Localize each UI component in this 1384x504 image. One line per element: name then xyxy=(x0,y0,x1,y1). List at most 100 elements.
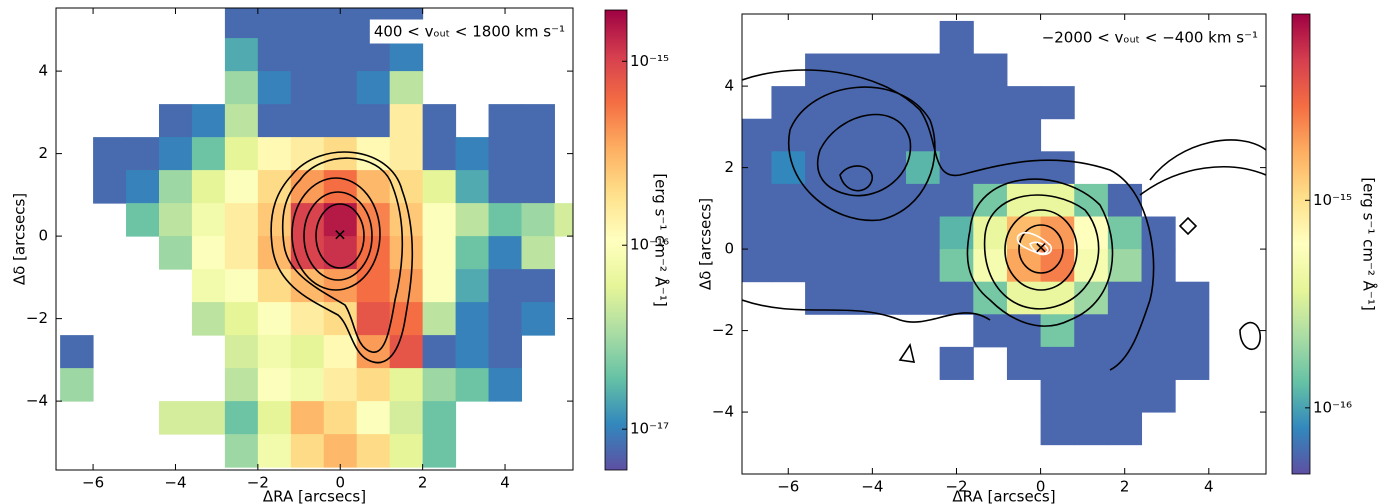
heatmap-cell xyxy=(1040,281,1075,315)
heatmap-cell xyxy=(356,170,391,204)
heatmap-cell xyxy=(389,137,424,171)
heatmap-cell xyxy=(455,368,490,402)
heatmap-cell xyxy=(224,269,259,303)
heatmap-cell xyxy=(771,183,806,217)
heatmap-cell xyxy=(257,368,292,402)
heatmap-cell xyxy=(939,118,974,152)
heatmap-cell xyxy=(906,216,941,250)
heatmap-cell xyxy=(742,183,772,217)
heatmap-cell xyxy=(422,104,457,138)
heatmap-cell xyxy=(1006,249,1042,283)
heatmap-cell xyxy=(742,249,772,283)
colorbar-tick-label: 10⁻¹⁵ xyxy=(1313,191,1352,209)
annotation: −2000 < vₒᵤₜ < −400 km s⁻¹ xyxy=(1042,29,1258,47)
heatmap-cell xyxy=(455,269,490,303)
x-tick-label: −6 xyxy=(82,474,104,492)
heatmap-cell xyxy=(872,249,907,283)
heatmap-cell xyxy=(973,86,1008,120)
heatmap-cell xyxy=(1040,314,1075,348)
heatmap-cell xyxy=(872,216,907,250)
heatmap-cell xyxy=(257,38,292,72)
heatmap-cell xyxy=(771,151,806,185)
heatmap-cell xyxy=(224,104,259,138)
heatmap-cell xyxy=(521,137,555,171)
heatmap-cell xyxy=(389,71,424,105)
y-tick-label: 0 xyxy=(724,240,734,258)
heatmap-cell xyxy=(290,401,325,435)
heatmap-cell xyxy=(323,170,358,204)
x-tick-label: 2 xyxy=(1120,478,1130,496)
heatmap-cell xyxy=(60,368,94,402)
heatmap-cell xyxy=(257,71,292,105)
heatmap-cell xyxy=(838,216,873,250)
heatmap-cell xyxy=(422,368,457,402)
heatmap-cell xyxy=(838,183,873,217)
heatmap-cell xyxy=(521,269,555,303)
heatmap-cell xyxy=(224,8,259,39)
heatmap-cell xyxy=(323,434,358,468)
x-axis-label: ΔRA [arcsecs] xyxy=(263,488,366,504)
colorbar-tick-label: 10⁻¹⁷ xyxy=(630,420,669,438)
colorbar-tick-label: 10⁻¹⁶ xyxy=(630,236,669,254)
heatmap-cell xyxy=(224,335,259,369)
heatmap-cell xyxy=(191,236,226,270)
x-tick-label: −2 xyxy=(247,474,269,492)
heatmap-cell xyxy=(323,335,358,369)
y-tick-label: 4 xyxy=(38,62,48,80)
y-tick-label: −4 xyxy=(26,392,48,410)
heatmap-cell xyxy=(1074,379,1109,413)
svg-text:✕: ✕ xyxy=(1034,239,1047,258)
heatmap-cell xyxy=(973,314,1008,348)
heatmap-cell xyxy=(290,38,325,72)
heatmap-cell xyxy=(1175,314,1210,348)
heatmap-cell xyxy=(158,170,193,204)
heatmap-cell xyxy=(356,38,391,72)
heatmap-cell xyxy=(257,137,292,171)
heatmap-cell xyxy=(455,170,490,204)
heatmap-cell xyxy=(488,368,523,402)
heatmap-cell xyxy=(389,236,424,270)
heatmap-cell xyxy=(838,249,873,283)
heatmap-cell xyxy=(1074,346,1109,380)
y-tick-label: 0 xyxy=(38,227,48,245)
heatmap-cell xyxy=(906,249,941,283)
heatmap-cell xyxy=(488,269,523,303)
heatmap-cell xyxy=(1175,346,1210,380)
heatmap-cell xyxy=(742,216,772,250)
heatmap-cell xyxy=(521,236,555,270)
heatmap-cell xyxy=(158,401,193,435)
x-tick-label: −4 xyxy=(164,474,186,492)
heatmap-cell xyxy=(60,335,94,369)
heatmap-cell xyxy=(805,86,840,120)
heatmap-cell xyxy=(422,302,457,336)
heatmap-cell xyxy=(973,118,1008,152)
contours: ✕ xyxy=(270,151,414,364)
heatmap-cell xyxy=(973,183,1008,217)
heatmap-cell xyxy=(1175,281,1210,315)
colorbar-tick-label: 10⁻¹⁶ xyxy=(1313,398,1352,416)
heatmap xyxy=(60,8,573,468)
heatmap-cell xyxy=(455,203,490,237)
heatmap-cell xyxy=(290,104,325,138)
heatmap-cell xyxy=(488,170,523,204)
y-axis-label: Δδ [arcsecs] xyxy=(11,193,29,285)
y-tick-label: 2 xyxy=(724,158,734,176)
x-tick-label: 0 xyxy=(1036,478,1046,496)
heatmap-cell xyxy=(939,151,974,185)
heatmap-cell xyxy=(224,368,259,402)
heatmap-cell xyxy=(521,302,555,336)
heatmap-cell xyxy=(422,236,457,270)
heatmap-cell xyxy=(126,137,160,171)
heatmap-cell xyxy=(389,203,424,237)
heatmap-cell xyxy=(158,203,193,237)
heatmap-cell xyxy=(389,269,424,303)
heatmap-cell xyxy=(290,170,325,204)
plot-frame xyxy=(741,13,1267,475)
heatmap-cell xyxy=(771,216,806,250)
heatmap-cell xyxy=(554,203,573,237)
heatmap-cell xyxy=(290,335,325,369)
heatmap-cell xyxy=(126,170,160,204)
heatmap-cell xyxy=(1141,249,1176,283)
heatmap-cell xyxy=(488,203,523,237)
heatmap-cell xyxy=(389,434,424,468)
